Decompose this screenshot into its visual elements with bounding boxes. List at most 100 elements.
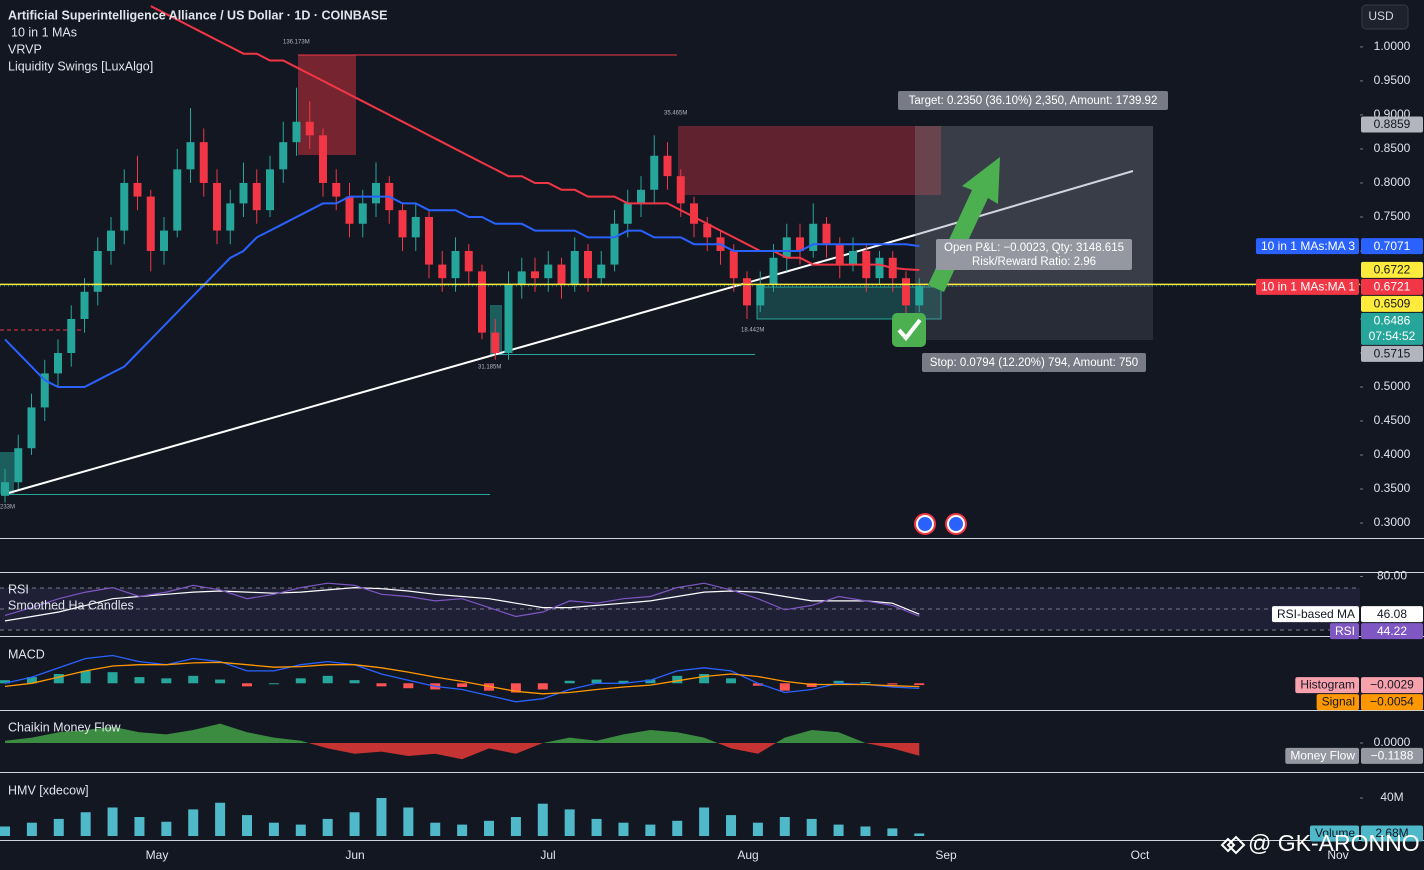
histogram-bar bbox=[0, 680, 10, 684]
candle-body bbox=[425, 216, 433, 265]
volume-bar bbox=[349, 812, 360, 836]
histogram-bar bbox=[914, 683, 925, 686]
y-tick-label: 0.3000 bbox=[1374, 515, 1411, 529]
price-flag-bg bbox=[1361, 694, 1423, 711]
candle-body bbox=[570, 250, 579, 285]
price-flag: 0.6722 bbox=[1374, 263, 1411, 277]
candle-body bbox=[133, 182, 142, 197]
histogram-bar bbox=[80, 670, 91, 684]
liquidity-label: 136.173M bbox=[283, 40, 310, 46]
target-label-bg bbox=[898, 91, 1168, 110]
volume-bar bbox=[242, 815, 253, 836]
candle-body bbox=[464, 250, 473, 272]
histogram-bar bbox=[564, 680, 575, 684]
liquidity-label: 18.442M bbox=[741, 328, 764, 334]
volume-bar bbox=[914, 833, 925, 836]
candle-body bbox=[517, 271, 526, 285]
histogram-bar bbox=[699, 674, 710, 684]
event-icon-inner bbox=[947, 515, 965, 533]
price-flag-bg bbox=[1361, 295, 1423, 312]
y-tick-label: 40M bbox=[1380, 790, 1403, 804]
candle-body bbox=[756, 284, 765, 306]
volume-bar bbox=[484, 820, 495, 836]
y-tick-label: 0.8500 bbox=[1374, 141, 1411, 155]
series-name-flag: RSI bbox=[1335, 624, 1355, 638]
check-badge bbox=[892, 313, 926, 347]
histogram-bar bbox=[457, 683, 468, 687]
volume-bar bbox=[699, 807, 710, 836]
pnl-label-bg bbox=[936, 239, 1132, 270]
candle-body bbox=[663, 155, 672, 177]
price-flag-bg bbox=[1361, 677, 1423, 694]
pane-title: RSI bbox=[8, 582, 29, 596]
candle-body bbox=[478, 271, 486, 333]
series-name-flag: Money Flow bbox=[1290, 749, 1355, 763]
histogram-bar bbox=[53, 674, 64, 684]
price-flag-bg bbox=[1361, 747, 1423, 764]
candle-body bbox=[213, 182, 221, 231]
candle-body bbox=[40, 373, 49, 408]
price-flag-bg bbox=[1361, 312, 1423, 345]
candle-body bbox=[676, 176, 685, 204]
histogram-bar bbox=[860, 682, 871, 684]
candle-body bbox=[345, 196, 354, 224]
histogram-bar bbox=[376, 683, 387, 687]
price-axis: May Jun Jul Aug Sep Oct Nov 0.3000 0.3500 0.4000 0… bbox=[146, 39, 1423, 862]
histogram-bar bbox=[26, 677, 37, 684]
y-tick-label: 0.3500 bbox=[1374, 481, 1411, 495]
price-flag: 46.08 bbox=[1377, 607, 1407, 621]
histogram-bar bbox=[887, 683, 898, 685]
price-flag-bg bbox=[1361, 238, 1423, 255]
series-line bbox=[150, 5, 920, 271]
price-flag: 0.8859 bbox=[1374, 117, 1411, 131]
candle-body bbox=[239, 182, 248, 204]
x-tick-label: Jul bbox=[540, 848, 555, 862]
volume-bar bbox=[0, 826, 10, 836]
candle-body bbox=[729, 250, 738, 279]
volume-bar bbox=[591, 818, 602, 836]
candle-body bbox=[637, 189, 645, 204]
histogram-bar bbox=[161, 678, 172, 684]
currency-button[interactable] bbox=[1361, 4, 1409, 30]
volume-bar bbox=[779, 817, 790, 836]
y-tick-label: 0.8000 bbox=[1374, 175, 1411, 189]
volume-bar bbox=[26, 822, 37, 836]
volume-bar bbox=[80, 812, 91, 836]
candle-body bbox=[849, 250, 857, 265]
candle-body bbox=[531, 271, 539, 279]
series-name-flag: 10 in 1 MAs:MA 3 bbox=[1261, 239, 1355, 253]
x-tick-label: Sep bbox=[935, 848, 957, 862]
plot-area bbox=[0, 5, 1360, 836]
price-flag: −0.0029 bbox=[1370, 678, 1414, 692]
histogram-bar bbox=[268, 683, 279, 685]
candle-body bbox=[186, 142, 195, 170]
price-flag-bg bbox=[1361, 278, 1423, 295]
candle-body bbox=[27, 407, 36, 449]
candle-body bbox=[319, 135, 327, 183]
price-flag: 0.5715 bbox=[1374, 347, 1411, 361]
volume-bar bbox=[53, 818, 64, 836]
histogram-bar bbox=[591, 679, 602, 684]
volume-bar bbox=[860, 826, 871, 836]
candle-body bbox=[305, 121, 314, 136]
volume-bar bbox=[376, 798, 387, 836]
indicator-name: Liquidity Swings [LuxAlgo] bbox=[8, 59, 153, 73]
candle-body bbox=[822, 223, 831, 245]
volume-bar bbox=[268, 822, 279, 836]
candle-body bbox=[67, 318, 76, 353]
candle-body bbox=[504, 284, 513, 353]
candle-body bbox=[279, 142, 288, 170]
series-line bbox=[4, 661, 920, 695]
histogram-bar bbox=[107, 672, 118, 684]
risk-reward-label: Risk/Reward Ratio: 2.96 bbox=[972, 256, 1096, 268]
candle-body bbox=[80, 291, 89, 319]
histogram-bar bbox=[215, 679, 226, 684]
candle-body bbox=[358, 203, 367, 224]
candle-body bbox=[584, 250, 592, 279]
candle-body bbox=[809, 223, 818, 251]
volume-bar bbox=[726, 815, 737, 836]
series-line bbox=[4, 654, 920, 703]
histogram-bar bbox=[510, 683, 521, 693]
chart-title: Artificial Superintelligence Alliance / … bbox=[8, 8, 387, 22]
